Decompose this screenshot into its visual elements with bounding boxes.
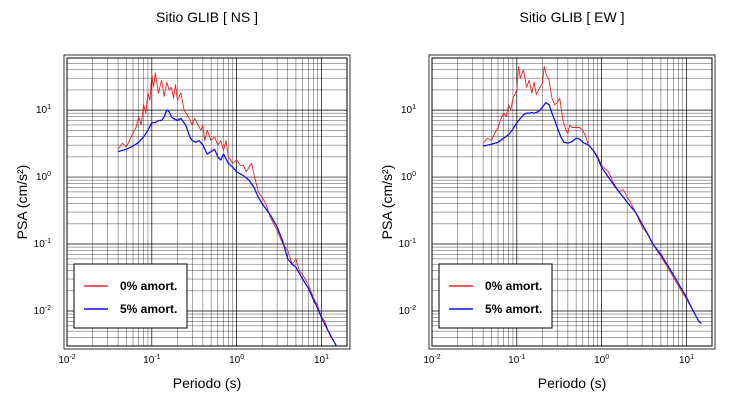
plot-frame-outer <box>428 54 716 350</box>
x-tick-label: 101 <box>314 354 329 366</box>
chart-title: Sitio GLIB [ NS ] <box>156 9 258 25</box>
chart-title: Sitio GLIB [ EW ] <box>519 9 624 25</box>
series-line-damped <box>482 101 702 324</box>
x-tick-label: 100 <box>229 354 244 366</box>
plot-frame-outer <box>63 54 351 350</box>
legend-label: 0% amort. <box>120 279 177 293</box>
x-tick-label: 100 <box>594 354 609 366</box>
chart-panel-2: Sitio GLIB [ EW ] 10-2 10-1 100 101 10-2 10-1 1… <box>379 9 716 391</box>
series-line-undamped <box>117 72 337 347</box>
legend-label: 0% amort. <box>485 279 542 293</box>
y-tick-label: 100 <box>401 171 416 183</box>
y-axis-label: PSA (cm/s²) <box>14 165 30 240</box>
legend-label: 5% amort. <box>120 302 177 316</box>
chart-panel-1: Sitio GLIB [ NS ] 10-2 10-1 100 101 10-2 10-1 1… <box>14 9 351 391</box>
x-tick-label: 10-2 <box>58 354 75 366</box>
y-tick-label: 100 <box>36 171 51 183</box>
grid <box>66 57 348 347</box>
x-axis-label: Periodo (s) <box>538 375 606 391</box>
series-line-damped <box>117 109 337 347</box>
x-axis-label: Periodo (s) <box>173 375 241 391</box>
x-tick-label: 10-1 <box>143 354 160 366</box>
series-line-undamped <box>482 65 702 324</box>
x-tick-label: 101 <box>679 354 694 366</box>
y-tick-label: 10-2 <box>399 305 416 317</box>
y-tick-label: 10-2 <box>34 305 51 317</box>
plot-frame <box>66 57 348 347</box>
legend: 0% amort. 5% amort. <box>73 263 188 329</box>
legend-label: 5% amort. <box>485 302 542 316</box>
legend: 0% amort. 5% amort. <box>438 263 553 329</box>
y-axis-label: PSA (cm/s²) <box>379 165 395 240</box>
legend-box <box>438 263 553 329</box>
plot-frame <box>431 57 713 347</box>
y-tick-label: 10-1 <box>399 238 416 250</box>
legend-box <box>73 263 188 329</box>
y-tick-label: 101 <box>36 104 51 116</box>
x-tick-label: 10-1 <box>508 354 525 366</box>
x-tick-label: 10-2 <box>423 354 440 366</box>
y-tick-label: 10-1 <box>34 238 51 250</box>
y-tick-label: 101 <box>401 104 416 116</box>
